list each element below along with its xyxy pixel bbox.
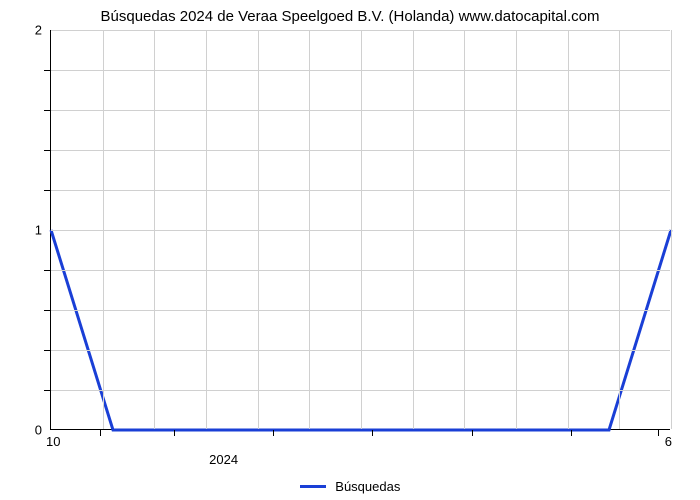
x-tick-mark	[571, 430, 572, 436]
x-tick-mark	[472, 430, 473, 436]
y-minor-tick	[44, 70, 50, 71]
y-minor-tick	[44, 110, 50, 111]
x-year-label: 2024	[209, 452, 238, 467]
grid-line-horizontal-minor	[51, 350, 670, 351]
y-tick-label: 1	[12, 223, 42, 238]
grid-line-horizontal-minor	[51, 150, 670, 151]
x-tick-mark	[174, 430, 175, 436]
grid-line-horizontal	[51, 30, 670, 31]
y-tick-label: 0	[12, 423, 42, 438]
y-minor-tick	[44, 150, 50, 151]
x-tick-mark	[100, 430, 101, 436]
plot-area	[50, 30, 670, 430]
x-tick-mark	[273, 430, 274, 436]
y-minor-tick	[44, 190, 50, 191]
x-axis-right-label: 6	[665, 434, 672, 449]
grid-line-horizontal-minor	[51, 270, 670, 271]
grid-line-horizontal-minor	[51, 70, 670, 71]
grid-line-horizontal-minor	[51, 310, 670, 311]
grid-line-vertical	[671, 30, 672, 429]
x-tick-mark	[372, 430, 373, 436]
grid-line-horizontal-minor	[51, 190, 670, 191]
grid-line-horizontal-minor	[51, 390, 670, 391]
legend-label: Búsquedas	[335, 479, 400, 494]
y-minor-tick	[44, 350, 50, 351]
legend: Búsquedas	[0, 478, 700, 494]
chart-container: Búsquedas 2024 de Veraa Speelgoed B.V. (…	[0, 0, 700, 500]
y-tick-label: 2	[12, 23, 42, 38]
y-minor-tick	[44, 270, 50, 271]
y-minor-tick	[44, 310, 50, 311]
chart-title: Búsquedas 2024 de Veraa Speelgoed B.V. (…	[0, 8, 700, 25]
y-minor-tick	[44, 390, 50, 391]
x-axis-left-label: 10	[46, 434, 60, 449]
legend-swatch-icon	[300, 485, 326, 488]
grid-line-horizontal	[51, 230, 670, 231]
x-tick-mark	[658, 430, 659, 436]
grid-line-horizontal-minor	[51, 110, 670, 111]
